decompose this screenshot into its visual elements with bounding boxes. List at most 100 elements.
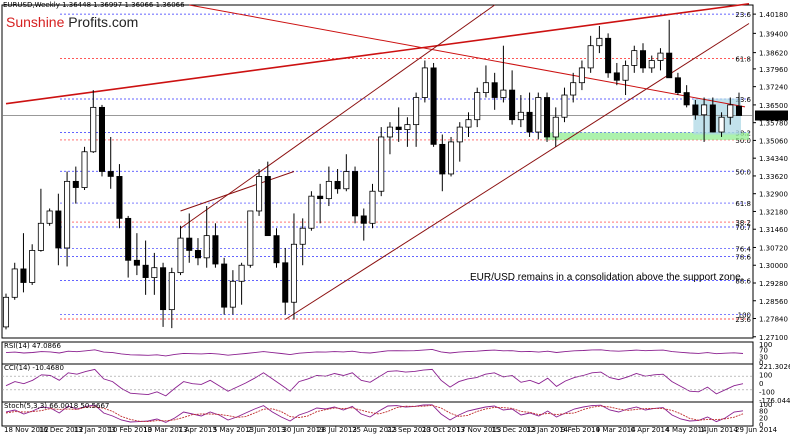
brand-part1: Sunshine (6, 14, 65, 30)
channel-upper-line (180, 4, 495, 229)
candle-body (90, 106, 97, 153)
price-tick-label: 1.39400 (759, 30, 788, 38)
date-axis-label: 15 Dec 2013 (491, 426, 536, 434)
price-tick-label: 1.30000 (759, 262, 788, 270)
price-tick-label: 1.35780 (759, 120, 788, 128)
candle-body (98, 106, 106, 172)
candle-body (482, 82, 489, 93)
candle-body (639, 50, 647, 69)
fib-level-label: 61.8 (735, 56, 751, 64)
candle-body (535, 97, 542, 133)
consolidation-box (693, 98, 741, 135)
price-tick-label: 1.35060 (759, 137, 788, 145)
price-tick-label: 1.40180 (759, 11, 788, 19)
stoch-d-line (5, 404, 744, 423)
stoch-tick-label: 0 (759, 421, 763, 429)
candle-body (404, 124, 411, 130)
channel-mini-line (180, 171, 295, 212)
candle-body (256, 176, 263, 212)
ohlc-readout: 1.36448 1.36997 1.36066 1.36066 (62, 1, 185, 9)
fib-level-label: 23.6 (735, 316, 751, 324)
candle-body (177, 237, 184, 274)
date-axis-label: 13 Jan 2013 (74, 426, 116, 434)
support-zone (545, 132, 749, 140)
candle-body (325, 180, 332, 200)
candle-body (596, 37, 603, 47)
stoch-k-line (5, 404, 744, 423)
candle-body (666, 52, 673, 79)
candle-body (526, 111, 533, 133)
rsi-tick-label: 70 (759, 346, 768, 354)
candle-body (125, 217, 132, 261)
candle-body (142, 264, 149, 278)
candle-body (378, 136, 385, 192)
candle-body (194, 250, 201, 259)
candle-body (430, 67, 437, 145)
price-tick-label: 1.31460 (759, 226, 788, 234)
date-axis-label: 18 Nov 2012 (4, 426, 49, 434)
rsi-tick-label: 0 (759, 359, 763, 367)
fib-level-label: 50.0 (735, 137, 751, 145)
cci-line (5, 368, 744, 397)
candle-body (37, 222, 44, 251)
current-price-label: 1.36066 (757, 113, 786, 121)
cci-tick-label: -176.0446 (759, 397, 790, 405)
date-axis-label: 30 Jun 2013 (282, 426, 324, 434)
price-tick-label: 1.28560 (759, 298, 788, 306)
fib-level-label: 23.6 (735, 96, 751, 104)
candle-body (203, 235, 210, 259)
date-axis-label: 1 Jun 2014 (700, 426, 738, 434)
candle-body (264, 176, 271, 237)
long-term-resistance-line (5, 2, 750, 105)
candle-body (352, 171, 359, 217)
candle-body (360, 215, 367, 224)
date-axis-label: 7 Apr 2013 (178, 426, 217, 434)
cci-tick-label: 100 (759, 372, 772, 380)
date-axis-label: 12 Jan 2014 (526, 426, 569, 434)
candle-body (116, 176, 123, 219)
candle-body (622, 65, 629, 81)
candle-body (334, 180, 341, 190)
candle-body (727, 104, 734, 118)
price-tick-label: 1.38620 (759, 50, 788, 58)
candle-body (657, 52, 664, 61)
current-price-tag (755, 110, 788, 121)
candle-body (448, 141, 455, 175)
candle-body (317, 195, 324, 200)
candle-body (72, 180, 79, 188)
candle-body (561, 94, 568, 118)
date-axis-label: 5 May 2013 (213, 426, 254, 434)
candle-body (701, 104, 708, 116)
date-axis-label: 25 Aug 2013 (352, 426, 397, 434)
candle-body (648, 60, 655, 69)
date-axis-label: 10 Mar 2013 (143, 426, 187, 434)
fib-level-label: 70.7 (735, 224, 751, 232)
date-axis-label: 22 Sep 2013 (387, 426, 431, 434)
chart-annotation: EUR/USD remains in a consolidation above… (470, 272, 744, 283)
price-tick-label: 1.32900 (759, 191, 788, 199)
candle-body (151, 267, 158, 278)
candle-body (299, 227, 306, 245)
candle-body (613, 72, 620, 81)
rsi-tick-label: 100 (759, 341, 772, 349)
rsi-tick-label: 30 (759, 354, 768, 362)
fib-level-label: 23.6 (735, 11, 751, 19)
candle-body (474, 92, 481, 121)
candle-body (683, 92, 690, 106)
price-tick-label: 1.27840 (759, 316, 788, 324)
fib-level-label: 76.4 (735, 245, 751, 253)
candle-body (247, 210, 254, 266)
candle-body (465, 119, 472, 128)
price-tick-label: 1.30720 (759, 244, 788, 252)
fib-level-label: 78.6 (735, 254, 751, 262)
candle-body (491, 82, 498, 98)
brand-part2: Profits.com (68, 14, 139, 30)
candle-body (605, 37, 612, 74)
candle-body (386, 126, 393, 138)
candle-body (308, 195, 315, 229)
price-tick-label: 1.34340 (759, 155, 788, 163)
candle-body (517, 111, 524, 121)
price-tick-label: 1.32180 (759, 208, 788, 216)
